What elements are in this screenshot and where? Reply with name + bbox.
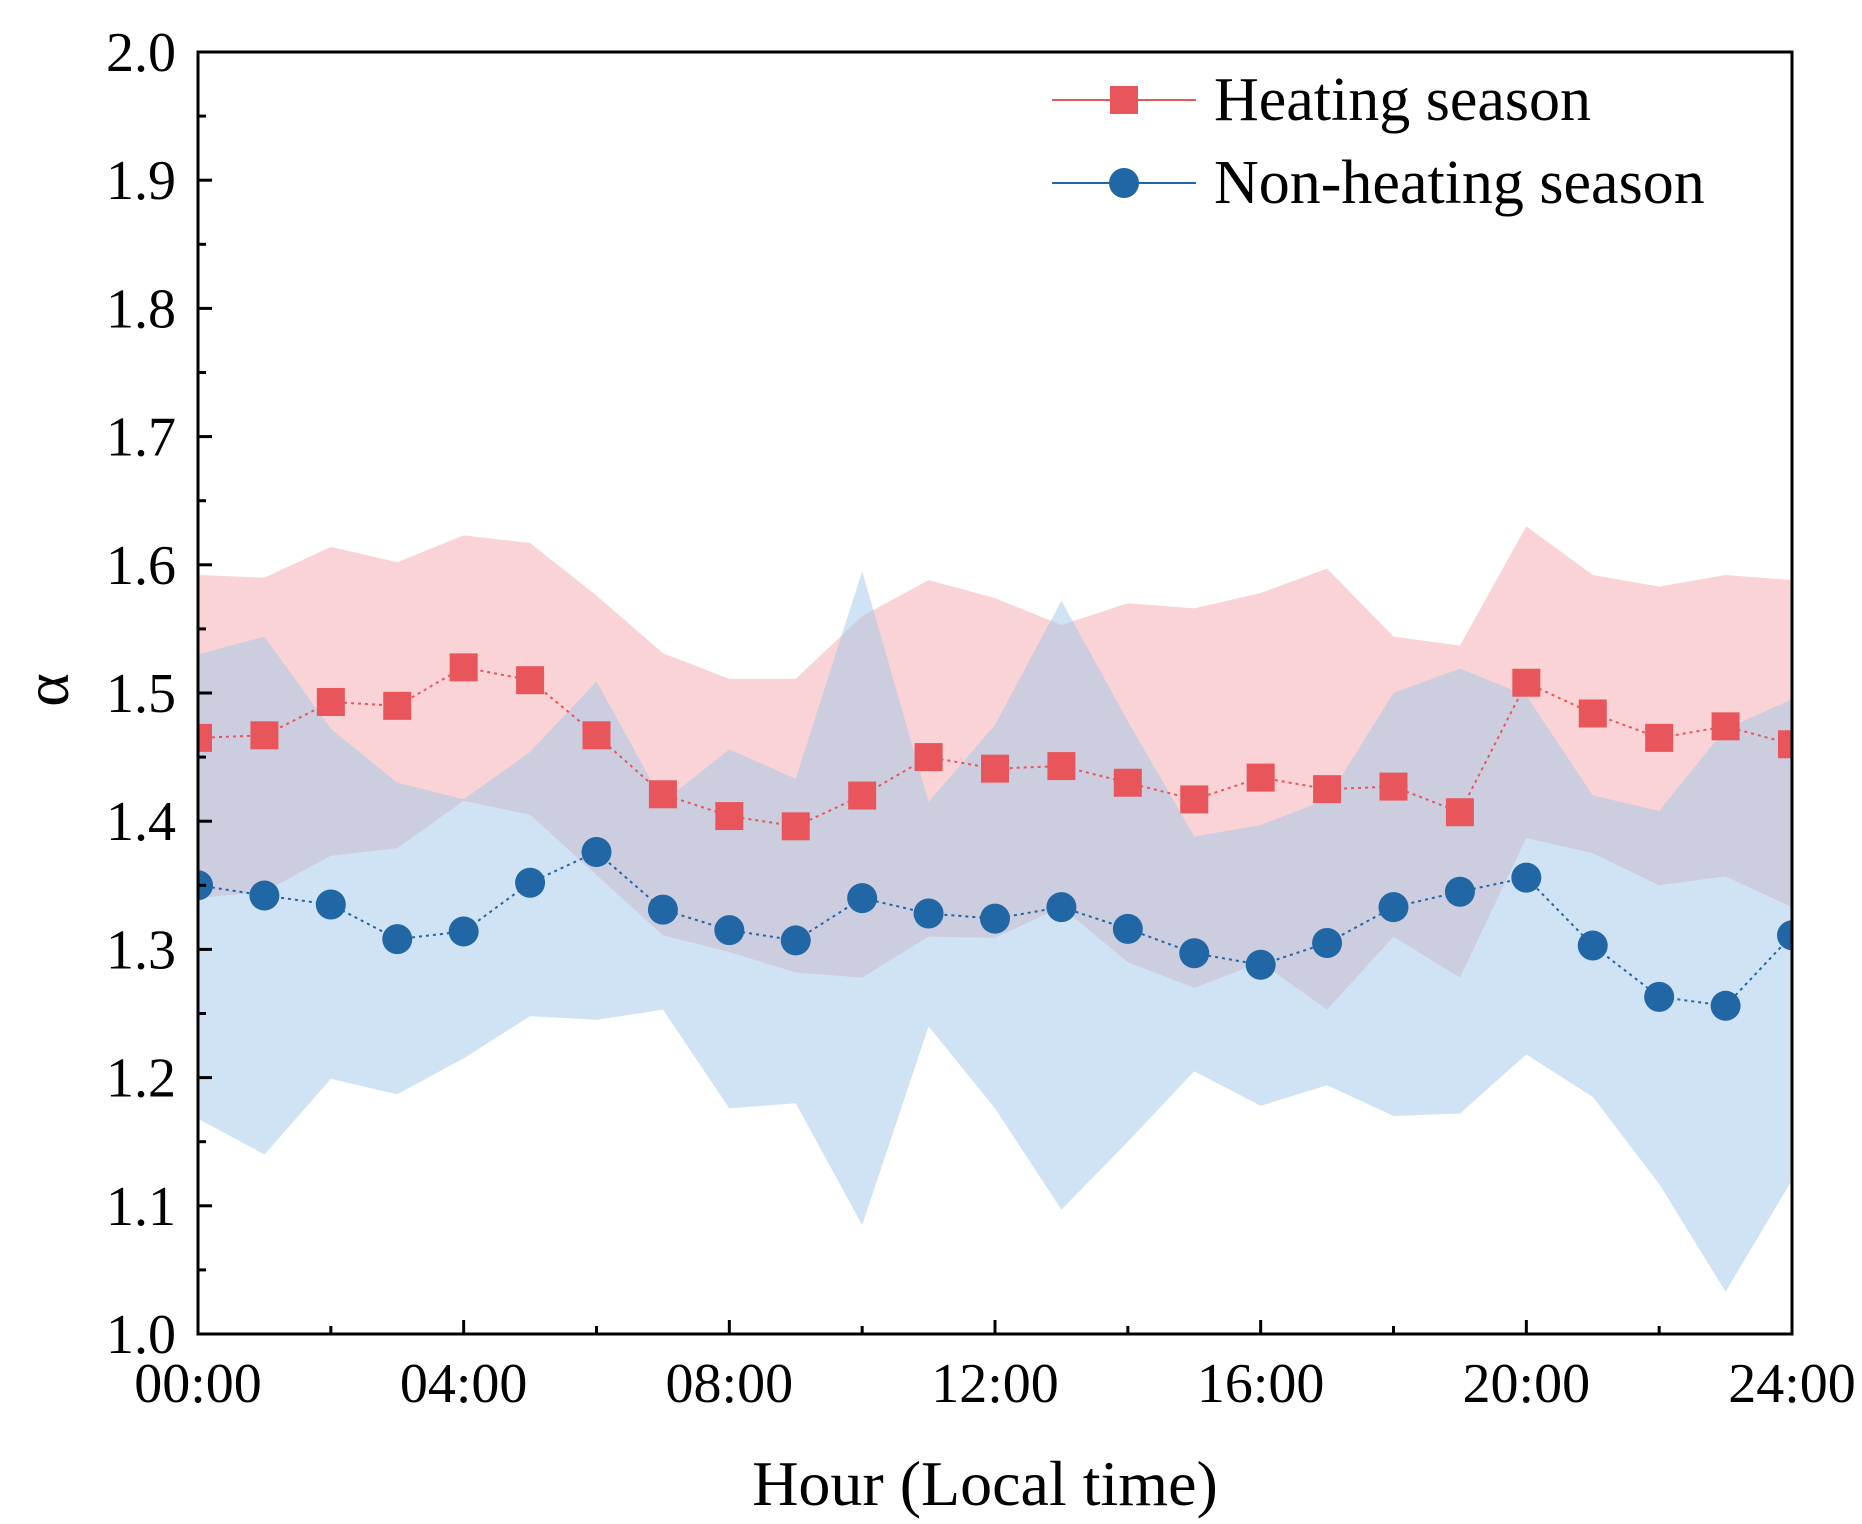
x-tick-label-0: 00:00 <box>134 1353 262 1415</box>
legend-label-non-heating: Non-heating season <box>1214 149 1705 217</box>
point-heating-season-21 <box>1578 699 1607 728</box>
point-non-heating-season-20 <box>1511 862 1542 893</box>
point-non-heating-season-18 <box>1378 892 1409 923</box>
point-non-heating-season-4 <box>448 916 479 947</box>
point-non-heating-season-23 <box>1710 990 1741 1021</box>
point-non-heating-season-15 <box>1179 938 1210 969</box>
point-non-heating-season-3 <box>382 924 413 955</box>
point-heating-season-8 <box>715 802 744 831</box>
point-non-heating-season-19 <box>1444 876 1475 907</box>
point-heating-season-19 <box>1445 798 1474 827</box>
point-non-heating-season-7 <box>647 894 678 925</box>
x-axis-title: Hour (Local time) <box>752 1448 1218 1519</box>
legend-marker-heating <box>1110 86 1138 114</box>
x-tick-label-3: 12:00 <box>931 1353 1059 1415</box>
axes-layer: 1.0 1.1 1.2 1.3 1.4 1.5 1.6 1.7 1.8 1.9 2.0 00:00 04… <box>106 22 1856 1415</box>
point-heating-season-9 <box>781 812 810 841</box>
markers-layer <box>198 653 1792 1021</box>
point-heating-season-10 <box>848 781 877 810</box>
point-heating-season-6 <box>582 721 611 750</box>
point-heating-season-2 <box>316 687 345 716</box>
point-heating-season-18 <box>1379 772 1408 801</box>
point-heating-season-5 <box>516 666 545 695</box>
x-tick-label-2: 08:00 <box>666 1353 794 1415</box>
point-non-heating-season-14 <box>1112 913 1143 944</box>
point-heating-season-13 <box>1047 752 1076 781</box>
legend-label-heating: Heating season <box>1214 66 1591 134</box>
y-tick-label-1: 1.1 <box>106 1176 176 1238</box>
point-heating-season-0 <box>198 723 212 752</box>
y-tick-label-0: 1.0 <box>106 1304 176 1366</box>
point-heating-season-7 <box>648 780 677 809</box>
point-non-heating-season-13 <box>1046 892 1077 923</box>
point-heating-season-3 <box>383 691 412 720</box>
x-tick-label-6: 24:00 <box>1728 1353 1856 1415</box>
y-tick-label-4: 1.4 <box>106 791 176 853</box>
y-tick-label-10: 2.0 <box>106 22 176 84</box>
point-heating-season-20 <box>1512 668 1541 697</box>
point-non-heating-season-17 <box>1312 927 1343 958</box>
point-heating-season-17 <box>1313 775 1342 804</box>
point-heating-season-1 <box>250 721 279 750</box>
point-non-heating-season-22 <box>1644 981 1675 1012</box>
x-tick-label-4: 16:00 <box>1197 1353 1325 1415</box>
point-non-heating-season-12 <box>980 903 1010 934</box>
y-tick-label-6: 1.6 <box>106 535 176 597</box>
y-tick-label-2: 1.2 <box>106 1048 176 1110</box>
legend: Heating season Non-heating season <box>1052 66 1705 217</box>
point-heating-season-15 <box>1180 785 1209 814</box>
point-non-heating-season-2 <box>315 889 346 920</box>
point-heating-season-16 <box>1246 763 1275 792</box>
x-tick-label-1: 04:00 <box>400 1353 528 1415</box>
y-tick-label-8: 1.8 <box>106 278 176 340</box>
point-heating-season-14 <box>1113 768 1142 797</box>
point-non-heating-season-11 <box>913 898 944 929</box>
point-heating-season-24 <box>1778 730 1792 759</box>
point-heating-season-11 <box>914 743 943 772</box>
point-non-heating-season-9 <box>780 925 811 956</box>
point-non-heating-season-16 <box>1245 949 1276 980</box>
point-non-heating-season-21 <box>1577 930 1608 961</box>
point-non-heating-season-10 <box>847 883 878 914</box>
point-heating-season-22 <box>1645 723 1674 752</box>
y-tick-label-3: 1.3 <box>106 919 176 981</box>
point-non-heating-season-24 <box>1777 920 1792 951</box>
y-tick-label-7: 1.7 <box>106 407 176 469</box>
legend-marker-non-heating <box>1109 168 1139 198</box>
point-heating-season-23 <box>1711 712 1740 741</box>
point-non-heating-season-6 <box>581 836 612 867</box>
point-heating-season-12 <box>981 754 1009 783</box>
point-non-heating-season-5 <box>515 867 546 898</box>
point-heating-season-4 <box>449 653 478 682</box>
point-non-heating-season-8 <box>714 915 745 946</box>
point-non-heating-season-1 <box>249 880 280 911</box>
y-tick-label-5: 1.5 <box>106 663 176 725</box>
y-axis-title: α <box>11 673 82 707</box>
x-tick-label-5: 20:00 <box>1463 1353 1591 1415</box>
y-tick-label-9: 1.9 <box>106 150 176 212</box>
